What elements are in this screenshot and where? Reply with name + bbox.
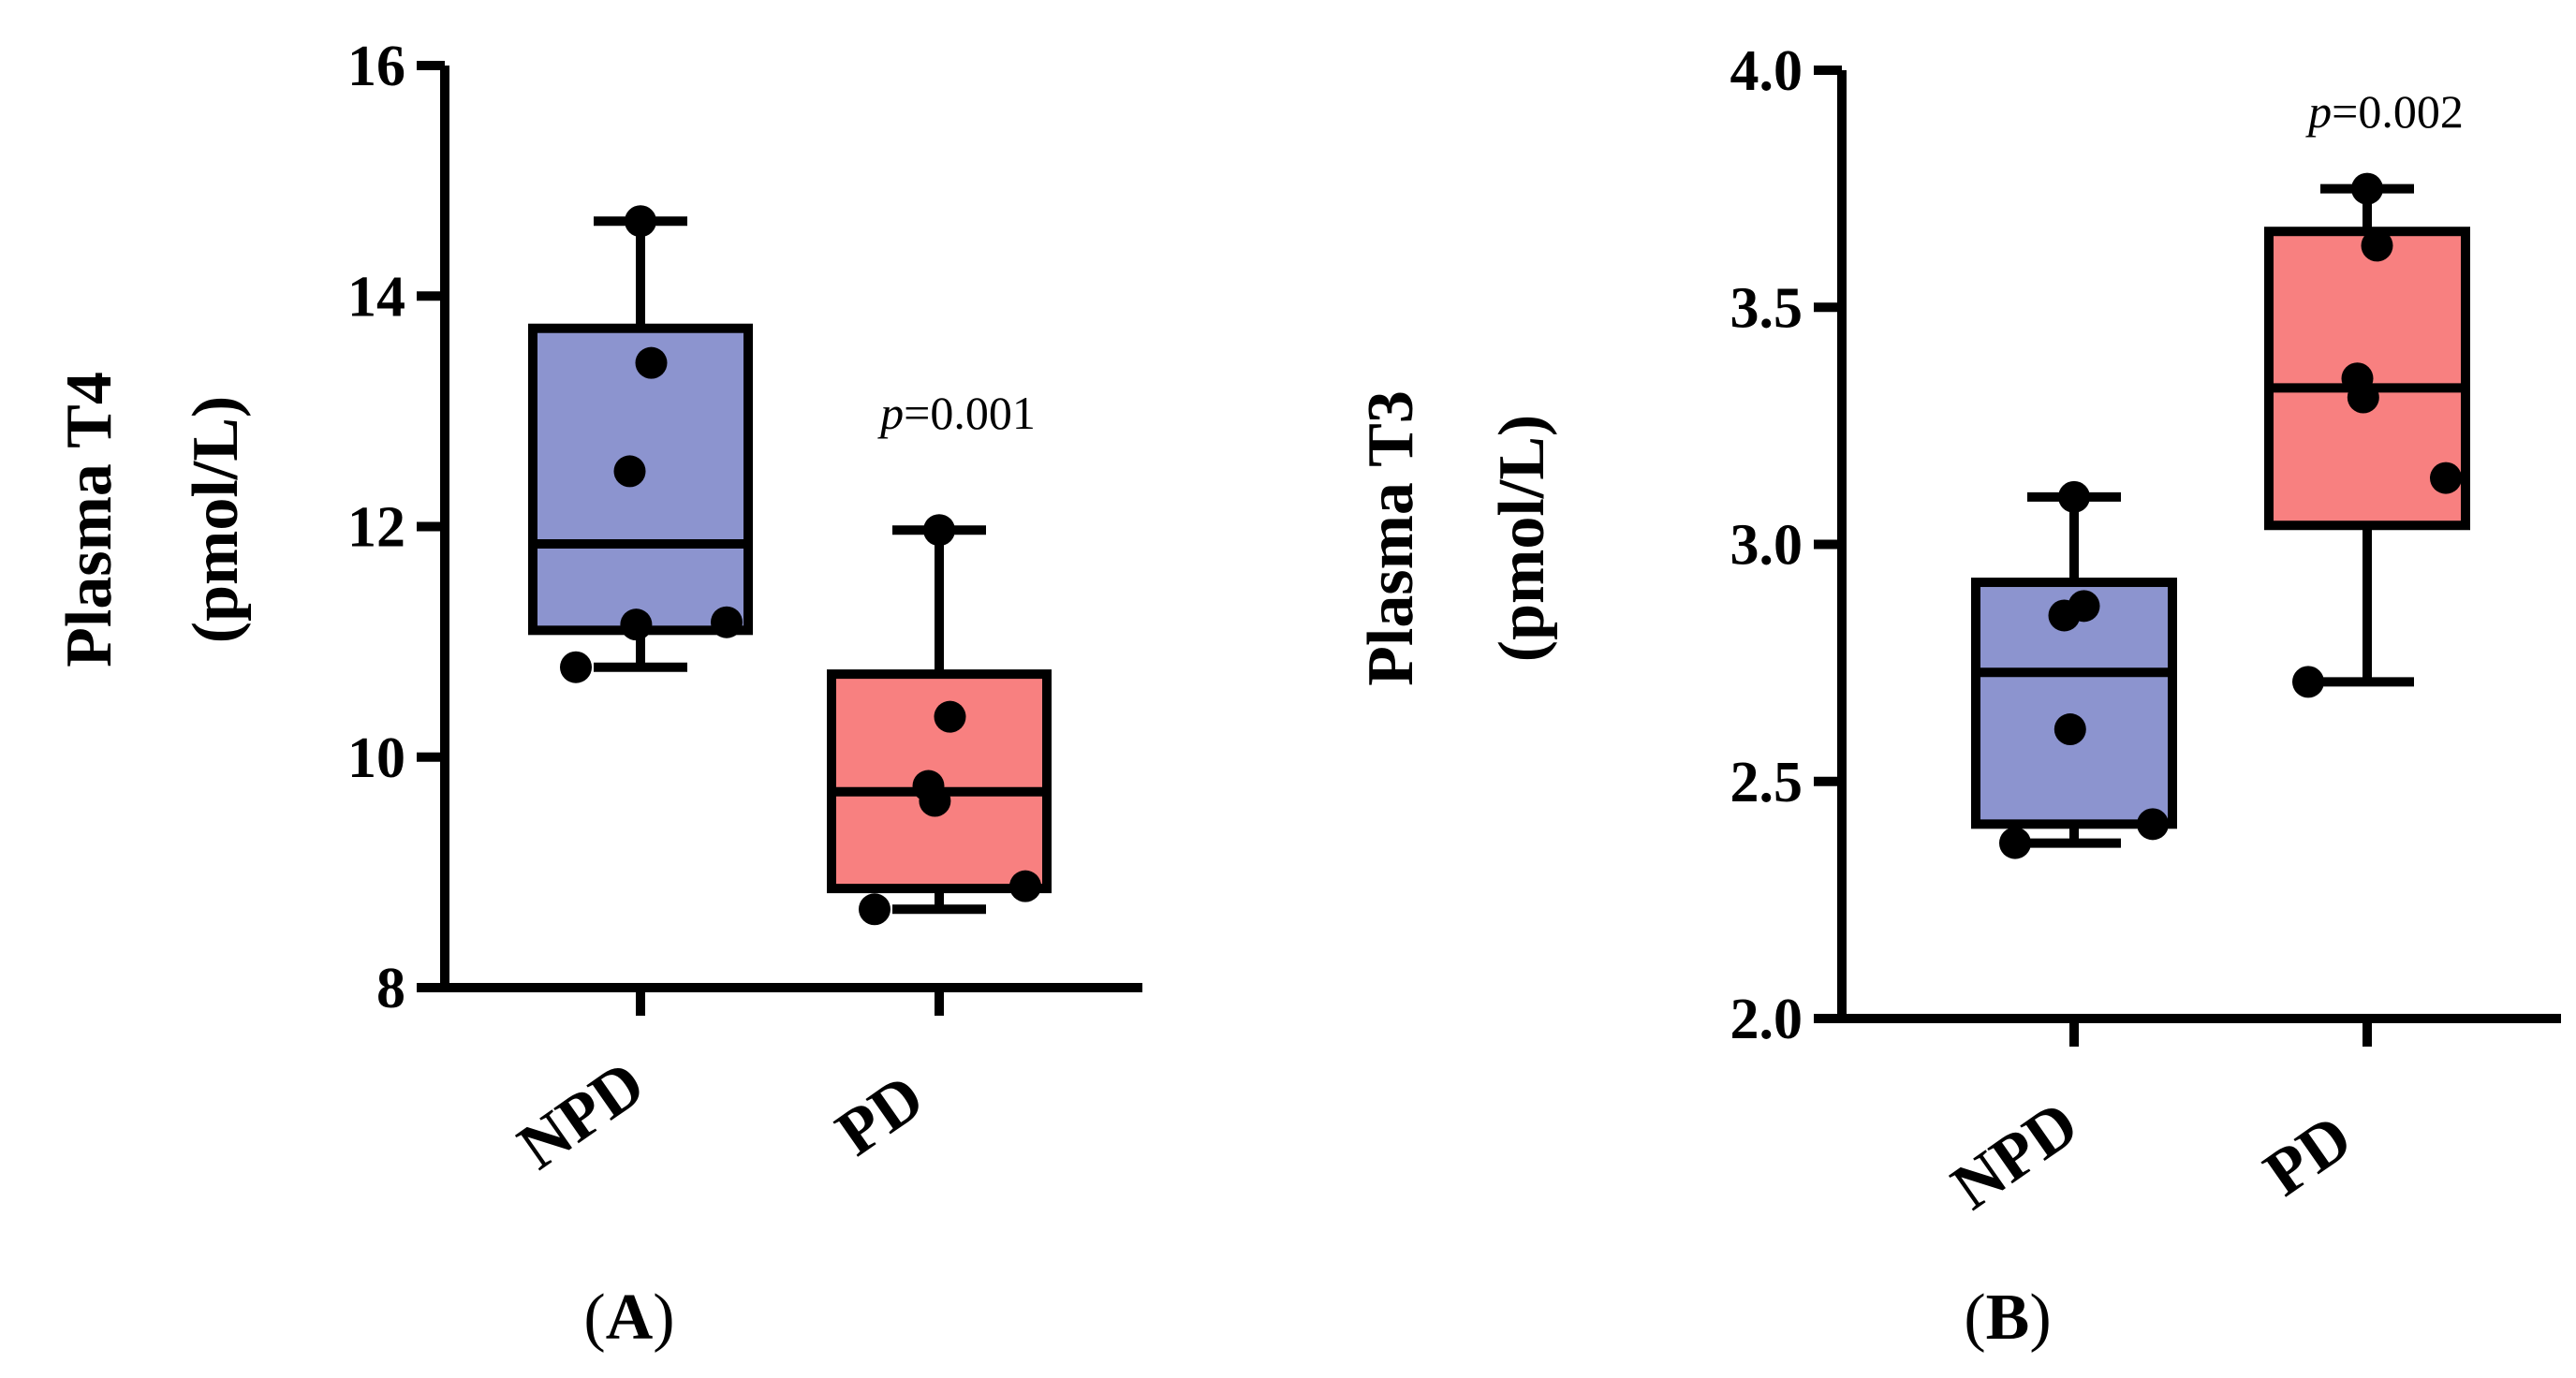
data-point [1999,827,2031,859]
panel-label-letter: A [606,1282,654,1354]
panel-label-open: ( [1964,1282,1985,1354]
panel-label-open: ( [583,1282,605,1354]
panel-label: (B) [1964,1282,2051,1354]
data-point [2351,172,2383,205]
x-category-label: NPD [1939,1088,2091,1224]
data-point [2347,381,2379,414]
y-axis-title-line1: Plasma T3 [1355,390,1427,686]
p-value-annotation: p=0.001 [877,387,1036,439]
x-category-label: NPD [506,1048,657,1184]
data-point [2430,462,2462,494]
data-point [859,893,891,926]
panel-label-close: ) [2029,1282,2051,1354]
data-point [923,514,955,547]
y-tick-label: 2.5 [1730,751,1803,814]
data-point [613,455,646,488]
y-axis-title-line2: (pmol/L) [180,396,252,643]
y-tick-label: 3.0 [1730,514,1803,578]
p-value-text: =0.002 [2332,85,2464,138]
p-value-italic: p [2305,85,2332,138]
y-axis-title: Plasma T4 (pmol/L) [53,372,252,667]
p-value-text: =0.001 [904,387,1036,439]
panel-label-letter: B [1986,1282,2030,1354]
y-tick-label: 4.0 [1730,39,1803,103]
data-point [635,346,668,379]
x-category-label: PD [824,1061,937,1170]
data-point [620,608,653,641]
panel-label-close: ) [653,1282,674,1354]
y-axis-title-line1: Plasma T4 [53,372,125,667]
y-tick-label: 8 [376,957,405,1020]
data-point [2292,666,2324,698]
data-point [919,784,951,817]
data-point [2361,229,2393,262]
y-axis-title: Plasma T3 (pmol/L) [1355,390,1558,686]
data-point [2053,713,2086,746]
data-point [2048,599,2081,632]
y-tick-label: 14 [347,265,405,329]
x-category-label: PD [2252,1101,2365,1210]
data-point [560,651,592,683]
data-point [934,700,966,733]
panel-label: (A) [583,1282,674,1354]
data-point [711,606,743,638]
data-point [2137,808,2169,841]
data-point [1009,870,1041,902]
p-value-italic: p [877,387,904,439]
data-point [2058,480,2090,513]
data-point [625,205,656,238]
y-tick-label: 12 [347,496,405,560]
y-axis-title-line2: (pmol/L) [1486,415,1558,662]
p-value-annotation: p=0.002 [2305,85,2464,138]
y-tick-label: 16 [347,35,405,98]
y-tick-label: 2.0 [1730,988,1803,1051]
panel-a: 8 10 12 14 16 Plasma T4 (pmol/L) NPD PD p=0.001 (A… [53,35,1142,1354]
y-tick-label: 3.5 [1730,276,1803,340]
y-tick-label: 10 [347,726,405,790]
panel-b: 2.0 2.5 3.0 3.5 4.0 Plasma T3 (pmol/L) NPD PD p=0… [1355,39,2561,1354]
